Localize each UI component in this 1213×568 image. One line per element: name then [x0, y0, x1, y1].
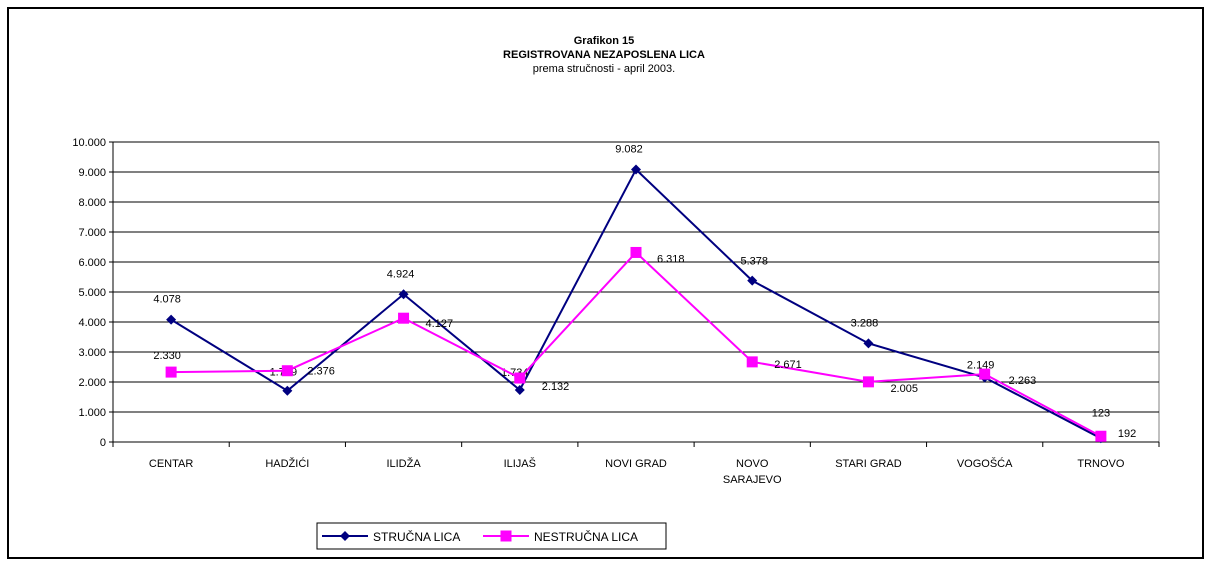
x-tick-label: ILIJAŠ [504, 457, 536, 470]
x-tick-label: NOVO [736, 458, 769, 470]
data-point [746, 356, 758, 368]
data-label: 3.288 [851, 317, 879, 329]
data-point [166, 314, 177, 325]
data-label: 2.149 [967, 360, 995, 372]
chart-subtitle: REGISTROVANA NEZAPOSLENA LICA [503, 49, 705, 61]
x-tick-label: SARAJEVO [723, 474, 782, 486]
data-point [514, 372, 526, 384]
data-label: 6.318 [657, 253, 685, 265]
x-tick-label: TRNOVO [1077, 458, 1125, 470]
legend-marker [340, 531, 350, 541]
data-label: 123 [1092, 407, 1110, 419]
data-label: 4.924 [387, 268, 415, 280]
y-tick-label: 1.000 [78, 407, 106, 419]
data-label: 9.082 [615, 144, 643, 156]
data-point [398, 289, 409, 300]
data-label: 2.671 [774, 359, 802, 371]
data-point [1095, 430, 1107, 442]
data-point [747, 275, 758, 286]
data-label: 4.127 [426, 318, 454, 330]
data-label: 192 [1118, 428, 1136, 440]
legend: STRUČNA LICA NESTRUČNA LICA [316, 522, 667, 550]
y-tick-label: 7.000 [78, 227, 106, 239]
y-tick-label: 8.000 [78, 197, 106, 209]
legend-label: NESTRUČNA LICA [534, 529, 638, 544]
y-tick-label: 10.000 [72, 137, 106, 149]
data-point [631, 164, 641, 175]
data-point [863, 338, 874, 349]
y-tick-label: 6.000 [78, 257, 106, 269]
data-point [281, 365, 293, 377]
data-point [862, 376, 874, 388]
x-tick-label: ILIDŽA [386, 457, 421, 470]
data-label: 2.330 [153, 350, 181, 362]
data-point [979, 368, 991, 380]
data-label: 5.378 [740, 256, 768, 268]
y-tick-label: 2.000 [78, 377, 106, 389]
y-tick-label: 9.000 [78, 167, 106, 179]
data-label: 4.078 [153, 294, 181, 306]
x-tick-label: STARI GRAD [835, 458, 901, 470]
y-tick-label: 3.000 [78, 347, 106, 359]
data-label: 2.132 [542, 381, 570, 393]
data-label: 2.376 [307, 366, 335, 378]
data-point [398, 312, 410, 324]
data-label: 2.263 [1009, 375, 1037, 387]
legend-marker [500, 530, 512, 542]
y-tick-label: 4.000 [78, 317, 106, 329]
data-point [630, 246, 642, 258]
chart-subtitle-2: prema stručnosti - april 2003. [533, 63, 675, 75]
x-tick-label: HADŽIĆI [265, 457, 309, 470]
x-tick-label: VOGOŠĆA [957, 457, 1013, 470]
data-point [514, 384, 525, 395]
data-label: 2.005 [890, 383, 918, 395]
x-tick-label: NOVI GRAD [605, 458, 667, 470]
data-point [165, 366, 177, 378]
data-point [282, 385, 293, 396]
chart-title: Grafikon 15 [574, 35, 635, 47]
x-tick-label: CENTAR [149, 458, 193, 470]
legend-label: STRUČNA LICA [373, 529, 460, 544]
y-tick-label: 0 [100, 437, 106, 449]
y-tick-label: 5.000 [78, 287, 106, 299]
